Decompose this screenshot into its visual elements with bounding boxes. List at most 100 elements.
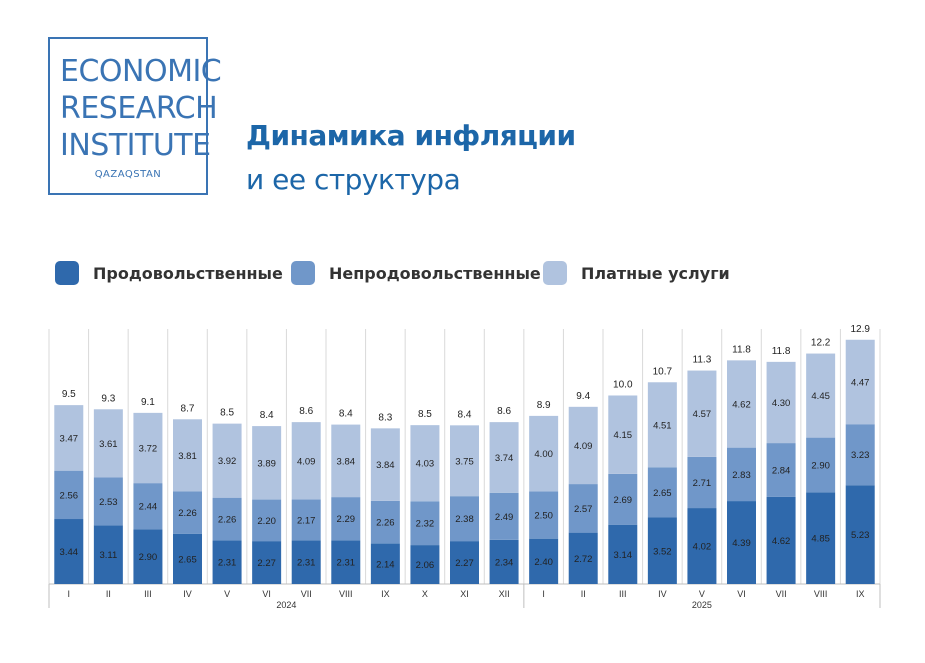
x-tick-label: II [106, 589, 111, 599]
bar-label-services: 4.00 [534, 449, 553, 460]
bar-label-nonfood: 2.38 [455, 514, 474, 525]
bar-food [489, 539, 519, 584]
bar-services [212, 423, 242, 498]
bar-food [410, 545, 440, 584]
bar-food [727, 501, 756, 584]
total-label: 12.9 [850, 324, 870, 335]
bar-food [331, 540, 361, 584]
total-label: 8.6 [299, 406, 313, 417]
bar-label-food: 2.14 [376, 559, 395, 570]
bar-label-services: 4.09 [574, 441, 593, 452]
year-label: 2025 [692, 600, 712, 610]
bar-food [687, 508, 717, 584]
bar-label-food: 4.85 [811, 534, 830, 545]
bar-label-services: 4.62 [732, 399, 751, 410]
bar-label-food: 2.31 [297, 558, 316, 569]
bar-services [331, 424, 361, 498]
bar-nonfood [291, 499, 321, 541]
bar-label-food: 4.62 [772, 536, 791, 547]
bar-label-services: 4.15 [614, 430, 633, 441]
bar-nonfood [608, 473, 638, 525]
bar-label-nonfood: 2.50 [534, 511, 553, 522]
bar-food [54, 519, 84, 584]
logo-line-3: INSTITUTE [60, 128, 211, 163]
bar-label-services: 3.81 [178, 451, 197, 462]
x-tick-label: III [619, 589, 627, 599]
x-tick-label: XII [499, 589, 510, 599]
bar-label-food: 2.90 [139, 552, 158, 563]
bar-label-nonfood: 2.65 [653, 488, 672, 499]
bar-nonfood [331, 497, 361, 541]
bar-label-services: 4.30 [772, 398, 791, 409]
legend-swatch-services [543, 261, 567, 285]
bar-label-nonfood: 2.69 [614, 495, 633, 506]
bar-nonfood [370, 500, 400, 544]
bar-services [291, 422, 321, 500]
bar-label-nonfood: 2.20 [257, 516, 276, 527]
bar-food [568, 532, 598, 584]
bar-label-services: 3.72 [139, 444, 158, 455]
bar-food [212, 540, 242, 584]
total-label: 8.5 [418, 409, 432, 420]
bar-label-food: 3.52 [653, 546, 672, 557]
bar-label-nonfood: 2.44 [139, 502, 158, 513]
x-tick-label: VIII [814, 589, 828, 599]
bar-label-nonfood: 2.32 [416, 519, 435, 530]
bar-nonfood [647, 467, 677, 518]
total-label: 8.5 [220, 408, 234, 419]
x-tick-label: VII [776, 589, 787, 599]
total-label: 8.9 [537, 400, 551, 411]
total-label: 11.8 [732, 344, 751, 355]
bar-nonfood [766, 443, 796, 497]
bar-nonfood [252, 499, 282, 542]
bar-label-nonfood: 2.29 [337, 514, 356, 525]
bar-services [173, 419, 202, 492]
bar-food [529, 538, 559, 584]
legend-item-services: Платные услуги [543, 261, 730, 285]
legend-label-services: Платные услуги [581, 263, 730, 283]
bar-label-nonfood: 2.26 [376, 518, 395, 529]
bar-nonfood [489, 492, 519, 540]
bar-nonfood [93, 477, 123, 526]
bar-label-food: 2.31 [218, 558, 237, 569]
bar-nonfood [173, 491, 202, 534]
bar-services [608, 395, 638, 474]
bar-services [845, 339, 875, 425]
total-label: 11.3 [693, 355, 712, 366]
bar-label-food: 3.11 [99, 550, 117, 561]
bar-label-services: 4.47 [851, 377, 870, 388]
bar-label-services: 3.61 [99, 439, 118, 450]
bar-label-services: 4.45 [811, 391, 830, 402]
bar-label-nonfood: 2.53 [99, 497, 118, 508]
page-subtitle: и ее структура [246, 163, 461, 196]
x-tick-label: II [581, 589, 586, 599]
bar-label-services: 3.84 [376, 460, 395, 471]
total-label: 12.2 [811, 338, 831, 349]
bar-label-services: 3.74 [495, 453, 514, 464]
bar-label-nonfood: 3.23 [851, 450, 870, 461]
bar-label-nonfood: 2.49 [495, 512, 514, 523]
bar-nonfood [212, 497, 242, 541]
bar-label-nonfood: 2.71 [693, 478, 712, 489]
bar-food [806, 492, 836, 584]
bar-nonfood [54, 470, 84, 520]
bar-label-food: 3.14 [614, 550, 633, 561]
bar-services [489, 422, 519, 493]
bar-services [806, 353, 836, 438]
bar-nonfood [806, 437, 836, 493]
bar-label-nonfood: 2.56 [60, 490, 79, 501]
bar-services [687, 370, 717, 457]
bar-label-food: 2.27 [257, 558, 276, 569]
legend-label-food: Продовольственные [93, 263, 283, 283]
total-label: 8.4 [458, 409, 472, 420]
bar-nonfood [845, 424, 875, 486]
bar-food [252, 541, 282, 584]
bar-label-food: 2.06 [416, 560, 435, 571]
bar-label-nonfood: 2.83 [732, 470, 751, 481]
x-tick-label: VII [301, 589, 312, 599]
bar-label-nonfood: 2.26 [178, 508, 197, 519]
bar-label-services: 4.57 [693, 409, 712, 420]
bar-services [252, 426, 282, 500]
bar-food [766, 496, 796, 584]
